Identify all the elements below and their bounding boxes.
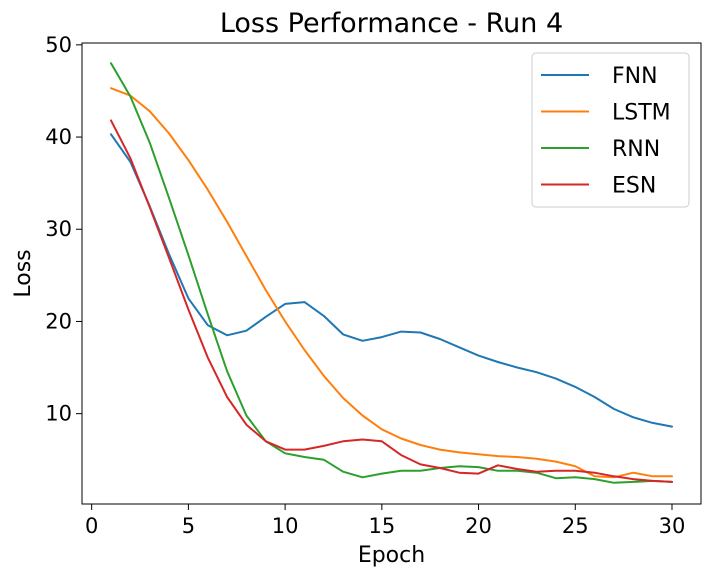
series-line-esn: [110, 119, 673, 483]
y-axis-ticks: 10 20 30 40 50: [45, 33, 82, 426]
legend-items: FNN LSTM RNN ESN: [541, 64, 671, 199]
y-axis-label: Loss: [11, 249, 36, 297]
x-tick-label: 5: [182, 514, 195, 538]
series-line-fnn: [110, 133, 673, 428]
legend-label-rnn: RNN: [612, 137, 660, 162]
chart-title: Loss Performance - Run 4: [220, 8, 563, 39]
series-layer: [110, 62, 673, 484]
y-tick-label: 20: [45, 309, 72, 333]
legend-box: [531, 52, 690, 208]
legend-label-lstm: LSTM: [612, 101, 671, 126]
y-tick-label: 30: [45, 217, 72, 241]
x-axis-label: Epoch: [358, 543, 425, 568]
x-tick-label: 0: [85, 514, 98, 538]
x-tick-label: 20: [465, 514, 492, 538]
x-tick-label: 15: [368, 514, 395, 538]
x-tick-label: 30: [659, 514, 686, 538]
y-tick-label: 40: [45, 125, 72, 149]
x-axis-ticks: 0 5 10 15 20 25 30: [85, 504, 685, 538]
y-tick-label: 10: [45, 402, 72, 426]
legend-label-fnn: FNN: [612, 64, 658, 89]
legend-label-esn: ESN: [612, 174, 656, 199]
series-line-lstm: [110, 87, 673, 479]
legend: FNN LSTM RNN ESN: [531, 52, 690, 208]
x-tick-label: 10: [272, 514, 299, 538]
series-line-rnn: [110, 62, 673, 484]
y-tick-label: 50: [45, 33, 72, 57]
x-tick-label: 25: [562, 514, 589, 538]
